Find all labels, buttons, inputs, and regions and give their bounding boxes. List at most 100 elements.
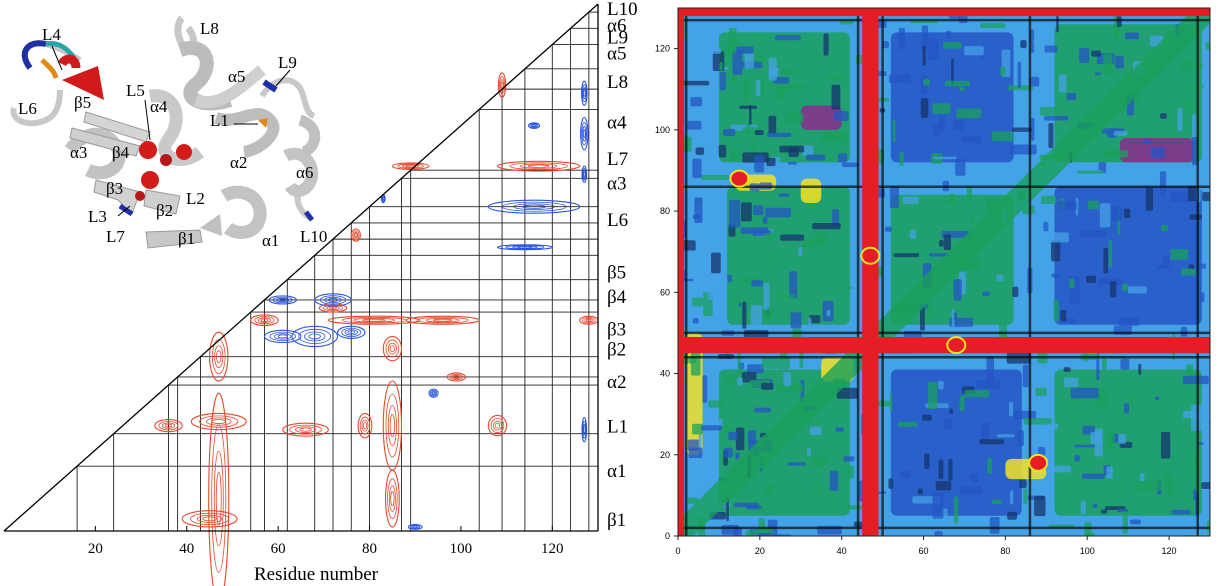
contour-positive bbox=[154, 418, 183, 433]
structure-label: L2 bbox=[186, 189, 205, 208]
diagonal-line bbox=[3, 3, 599, 532]
contour-positive bbox=[190, 412, 247, 431]
x-tick-label: 40 bbox=[837, 546, 847, 556]
structure-label: L9 bbox=[278, 53, 297, 72]
contour-negative bbox=[337, 325, 366, 339]
segment-label: α5 bbox=[607, 44, 626, 65]
structure-label: L5 bbox=[126, 81, 145, 100]
x-tick-label: 120 bbox=[1162, 546, 1177, 556]
heatmap-band bbox=[678, 8, 685, 536]
contour-negative bbox=[314, 293, 352, 307]
heatmap-region bbox=[890, 369, 1022, 516]
heatmap-region bbox=[800, 105, 842, 130]
y-tick-label: 20 bbox=[660, 450, 670, 460]
structure-label: β3 bbox=[106, 179, 123, 198]
structure-label: β5 bbox=[74, 93, 91, 112]
heatmap-region bbox=[800, 178, 822, 203]
contour-negative bbox=[496, 244, 553, 251]
structure-label: L1 bbox=[210, 111, 229, 130]
heatmap-region bbox=[890, 32, 1014, 163]
segment-label: L9 bbox=[607, 27, 628, 48]
contour-positive bbox=[208, 392, 230, 586]
contour-positive bbox=[350, 228, 361, 242]
contour-positive bbox=[391, 162, 430, 170]
contour-positive bbox=[357, 412, 373, 439]
x-tick-label: 60 bbox=[919, 546, 929, 556]
structure-label: β4 bbox=[112, 143, 130, 162]
structure-label: L7 bbox=[106, 227, 125, 246]
segment-label: L10 bbox=[607, 0, 638, 20]
heatmap-band bbox=[862, 8, 879, 536]
x-tick-label: 100 bbox=[450, 541, 473, 557]
contour-negative bbox=[581, 80, 588, 106]
diagonal-band bbox=[678, 8, 1210, 536]
y-tick-label: 60 bbox=[660, 287, 670, 297]
structure-label: α3 bbox=[70, 143, 87, 162]
right-heatmap-chart: 0 20 40 60 80 100 120 0 20 40 60 80 100 120 bbox=[655, 7, 1211, 556]
x-axis-ticks-right: 0 20 40 60 80 100 120 bbox=[675, 536, 1177, 556]
x-axis-label: Residue number bbox=[254, 564, 379, 585]
contour-negative bbox=[527, 122, 541, 130]
contour-positive bbox=[181, 510, 238, 528]
segment-label: L1 bbox=[607, 417, 628, 438]
segment-label: L8 bbox=[607, 72, 628, 93]
structure-label: L3 bbox=[88, 207, 107, 226]
protein-structure-image bbox=[10, 15, 321, 249]
segment-label: β4 bbox=[607, 287, 627, 308]
contour-negative bbox=[407, 523, 423, 530]
heatmap-region bbox=[1054, 186, 1202, 325]
contour-positive bbox=[496, 160, 581, 172]
contour-positive bbox=[405, 315, 480, 325]
x-tick-label: 80 bbox=[362, 541, 377, 557]
x-tick-label: 40 bbox=[179, 541, 194, 557]
structure-label: α6 bbox=[296, 163, 313, 182]
heatmap-band bbox=[678, 8, 1210, 17]
x-tick-label: 100 bbox=[1080, 546, 1095, 556]
y-tick-label: 40 bbox=[660, 369, 670, 379]
contour-negative bbox=[263, 329, 302, 344]
y-tick-label: 80 bbox=[660, 206, 670, 216]
contour-map bbox=[154, 72, 599, 586]
contour-positive bbox=[382, 335, 403, 362]
structure-label: L10 bbox=[300, 227, 327, 246]
segment-label: L7 bbox=[607, 149, 628, 170]
heatmap-area bbox=[678, 8, 1210, 536]
structure-label: α1 bbox=[262, 231, 279, 250]
y-tick-label: 100 bbox=[655, 125, 670, 135]
x-axis-ticks: 20 40 60 80 100 120 bbox=[88, 526, 564, 557]
x-tick-label: 60 bbox=[271, 541, 286, 557]
segment-label: α1 bbox=[607, 461, 626, 482]
segment-label: β3 bbox=[607, 319, 626, 340]
x-tick-label: 120 bbox=[541, 541, 564, 557]
heatmap-hotspot bbox=[860, 246, 881, 265]
structure-label: α2 bbox=[230, 153, 247, 172]
structure-label: L4 bbox=[42, 25, 61, 44]
structure-label: β2 bbox=[156, 201, 173, 220]
x-tick-label: 20 bbox=[88, 541, 103, 557]
contour-negative bbox=[428, 388, 439, 398]
segment-label: α4 bbox=[607, 113, 627, 134]
contour-positive bbox=[382, 380, 403, 471]
x-tick-label: 0 bbox=[675, 546, 680, 556]
heatmap-region bbox=[727, 186, 850, 325]
segment-grid bbox=[76, 11, 598, 531]
contour-negative bbox=[581, 165, 588, 183]
contour-positive bbox=[282, 422, 329, 437]
contour-positive bbox=[384, 469, 400, 528]
structure-label: β1 bbox=[178, 229, 195, 248]
segment-label: L6 bbox=[607, 210, 628, 231]
structure-label: α4 bbox=[150, 97, 168, 116]
structure-label: L6 bbox=[18, 99, 37, 118]
x-tick-label: 20 bbox=[755, 546, 765, 556]
heatmap-hotspot bbox=[946, 336, 967, 355]
heatmap-hotspot bbox=[1028, 453, 1049, 472]
segment-label: α2 bbox=[607, 372, 626, 393]
segment-label: β2 bbox=[607, 340, 626, 361]
contour-positive bbox=[497, 72, 507, 98]
contour-negative bbox=[487, 199, 581, 214]
segment-label: α3 bbox=[607, 173, 626, 194]
y-tick-label: 120 bbox=[655, 44, 670, 54]
